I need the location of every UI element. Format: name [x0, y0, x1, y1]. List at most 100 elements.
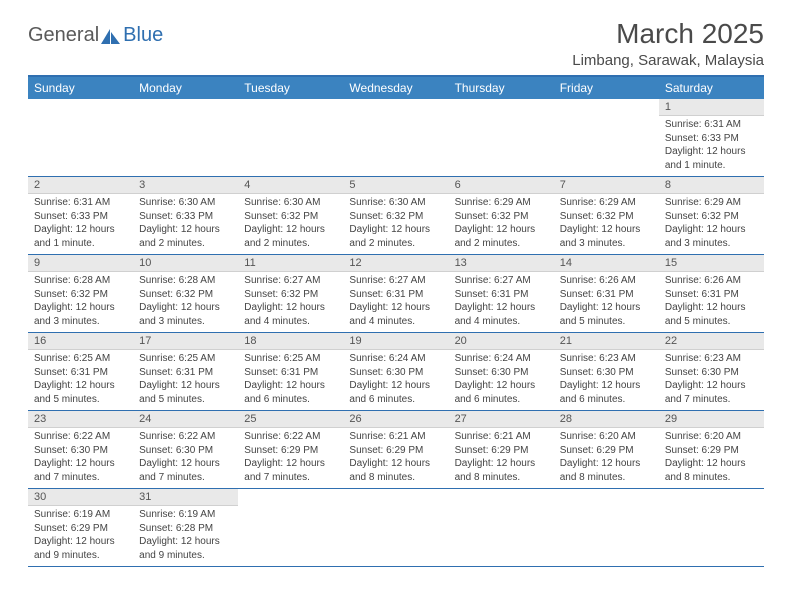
day-details: Sunrise: 6:29 AMSunset: 6:32 PMDaylight:… — [449, 194, 554, 254]
day-number: 16 — [28, 333, 133, 350]
calendar-cell: 10Sunrise: 6:28 AMSunset: 6:32 PMDayligh… — [133, 255, 238, 333]
day-details: Sunrise: 6:26 AMSunset: 6:31 PMDaylight:… — [554, 272, 659, 332]
sunrise-text: Sunrise: 6:19 AM — [139, 508, 232, 522]
calendar-cell: 27Sunrise: 6:21 AMSunset: 6:29 PMDayligh… — [449, 411, 554, 489]
calendar-cell: 16Sunrise: 6:25 AMSunset: 6:31 PMDayligh… — [28, 333, 133, 411]
logo: General Blue — [28, 24, 163, 47]
day-number: 4 — [238, 177, 343, 194]
calendar-cell: 28Sunrise: 6:20 AMSunset: 6:29 PMDayligh… — [554, 411, 659, 489]
calendar-cell: 26Sunrise: 6:21 AMSunset: 6:29 PMDayligh… — [343, 411, 448, 489]
month-title: March 2025 — [572, 18, 764, 50]
daylight-text: Daylight: 12 hours and 6 minutes. — [560, 379, 653, 406]
calendar-cell: 18Sunrise: 6:25 AMSunset: 6:31 PMDayligh… — [238, 333, 343, 411]
day-number: 3 — [133, 177, 238, 194]
col-monday: Monday — [133, 76, 238, 99]
daylight-text: Daylight: 12 hours and 9 minutes. — [139, 535, 232, 562]
calendar-cell — [238, 99, 343, 177]
calendar-cell: 30Sunrise: 6:19 AMSunset: 6:29 PMDayligh… — [28, 489, 133, 567]
sunset-text: Sunset: 6:31 PM — [665, 288, 758, 302]
day-number: 26 — [343, 411, 448, 428]
calendar-page: General Blue March 2025 Limbang, Sarawak… — [0, 0, 792, 577]
sunrise-text: Sunrise: 6:20 AM — [560, 430, 653, 444]
day-number — [659, 489, 764, 493]
day-number: 9 — [28, 255, 133, 272]
day-number: 14 — [554, 255, 659, 272]
sunrise-text: Sunrise: 6:25 AM — [244, 352, 337, 366]
sunrise-text: Sunrise: 6:27 AM — [455, 274, 548, 288]
daylight-text: Daylight: 12 hours and 5 minutes. — [34, 379, 127, 406]
day-number: 27 — [449, 411, 554, 428]
day-details: Sunrise: 6:22 AMSunset: 6:29 PMDaylight:… — [238, 428, 343, 488]
day-number: 24 — [133, 411, 238, 428]
calendar-cell: 13Sunrise: 6:27 AMSunset: 6:31 PMDayligh… — [449, 255, 554, 333]
day-details: Sunrise: 6:28 AMSunset: 6:32 PMDaylight:… — [133, 272, 238, 332]
sunset-text: Sunset: 6:31 PM — [560, 288, 653, 302]
calendar-cell: 5Sunrise: 6:30 AMSunset: 6:32 PMDaylight… — [343, 177, 448, 255]
calendar-row: 9Sunrise: 6:28 AMSunset: 6:32 PMDaylight… — [28, 255, 764, 333]
sunset-text: Sunset: 6:31 PM — [244, 366, 337, 380]
sunrise-text: Sunrise: 6:29 AM — [560, 196, 653, 210]
sunrise-text: Sunrise: 6:30 AM — [349, 196, 442, 210]
sunset-text: Sunset: 6:29 PM — [560, 444, 653, 458]
sunrise-text: Sunrise: 6:28 AM — [139, 274, 232, 288]
day-number: 11 — [238, 255, 343, 272]
sunset-text: Sunset: 6:29 PM — [34, 522, 127, 536]
col-tuesday: Tuesday — [238, 76, 343, 99]
day-number — [238, 489, 343, 493]
day-number — [28, 99, 133, 103]
sunset-text: Sunset: 6:29 PM — [244, 444, 337, 458]
day-number — [449, 489, 554, 493]
day-details: Sunrise: 6:30 AMSunset: 6:32 PMDaylight:… — [343, 194, 448, 254]
calendar-cell: 19Sunrise: 6:24 AMSunset: 6:30 PMDayligh… — [343, 333, 448, 411]
day-number: 28 — [554, 411, 659, 428]
calendar-cell — [343, 489, 448, 567]
day-details: Sunrise: 6:25 AMSunset: 6:31 PMDaylight:… — [238, 350, 343, 410]
calendar-cell: 7Sunrise: 6:29 AMSunset: 6:32 PMDaylight… — [554, 177, 659, 255]
sunrise-text: Sunrise: 6:29 AM — [455, 196, 548, 210]
sunset-text: Sunset: 6:29 PM — [349, 444, 442, 458]
calendar-row: 30Sunrise: 6:19 AMSunset: 6:29 PMDayligh… — [28, 489, 764, 567]
sunrise-text: Sunrise: 6:28 AM — [34, 274, 127, 288]
day-number — [343, 99, 448, 103]
sunset-text: Sunset: 6:30 PM — [455, 366, 548, 380]
day-details: Sunrise: 6:26 AMSunset: 6:31 PMDaylight:… — [659, 272, 764, 332]
day-details: Sunrise: 6:19 AMSunset: 6:28 PMDaylight:… — [133, 506, 238, 566]
sunset-text: Sunset: 6:33 PM — [665, 132, 758, 146]
sunrise-text: Sunrise: 6:26 AM — [560, 274, 653, 288]
sunrise-text: Sunrise: 6:22 AM — [139, 430, 232, 444]
sunset-text: Sunset: 6:31 PM — [34, 366, 127, 380]
daylight-text: Daylight: 12 hours and 4 minutes. — [455, 301, 548, 328]
daylight-text: Daylight: 12 hours and 7 minutes. — [139, 457, 232, 484]
day-details: Sunrise: 6:29 AMSunset: 6:32 PMDaylight:… — [659, 194, 764, 254]
day-details: Sunrise: 6:27 AMSunset: 6:32 PMDaylight:… — [238, 272, 343, 332]
daylight-text: Daylight: 12 hours and 4 minutes. — [349, 301, 442, 328]
sunset-text: Sunset: 6:32 PM — [244, 288, 337, 302]
daylight-text: Daylight: 12 hours and 6 minutes. — [244, 379, 337, 406]
header: General Blue March 2025 Limbang, Sarawak… — [28, 18, 764, 69]
calendar-row: 2Sunrise: 6:31 AMSunset: 6:33 PMDaylight… — [28, 177, 764, 255]
day-number: 29 — [659, 411, 764, 428]
sunset-text: Sunset: 6:33 PM — [139, 210, 232, 224]
sunrise-text: Sunrise: 6:19 AM — [34, 508, 127, 522]
daylight-text: Daylight: 12 hours and 8 minutes. — [455, 457, 548, 484]
calendar-cell: 15Sunrise: 6:26 AMSunset: 6:31 PMDayligh… — [659, 255, 764, 333]
sunset-text: Sunset: 6:31 PM — [139, 366, 232, 380]
sunset-text: Sunset: 6:33 PM — [34, 210, 127, 224]
day-number: 31 — [133, 489, 238, 506]
calendar-cell: 24Sunrise: 6:22 AMSunset: 6:30 PMDayligh… — [133, 411, 238, 489]
col-wednesday: Wednesday — [343, 76, 448, 99]
location-label: Limbang, Sarawak, Malaysia — [572, 52, 764, 69]
day-number: 1 — [659, 99, 764, 116]
calendar-cell: 17Sunrise: 6:25 AMSunset: 6:31 PMDayligh… — [133, 333, 238, 411]
sunset-text: Sunset: 6:29 PM — [455, 444, 548, 458]
day-number: 13 — [449, 255, 554, 272]
day-number: 18 — [238, 333, 343, 350]
day-details: Sunrise: 6:27 AMSunset: 6:31 PMDaylight:… — [343, 272, 448, 332]
daylight-text: Daylight: 12 hours and 1 minute. — [34, 223, 127, 250]
day-number: 5 — [343, 177, 448, 194]
sunset-text: Sunset: 6:30 PM — [560, 366, 653, 380]
day-number: 21 — [554, 333, 659, 350]
calendar-cell: 6Sunrise: 6:29 AMSunset: 6:32 PMDaylight… — [449, 177, 554, 255]
daylight-text: Daylight: 12 hours and 9 minutes. — [34, 535, 127, 562]
calendar-cell — [554, 99, 659, 177]
